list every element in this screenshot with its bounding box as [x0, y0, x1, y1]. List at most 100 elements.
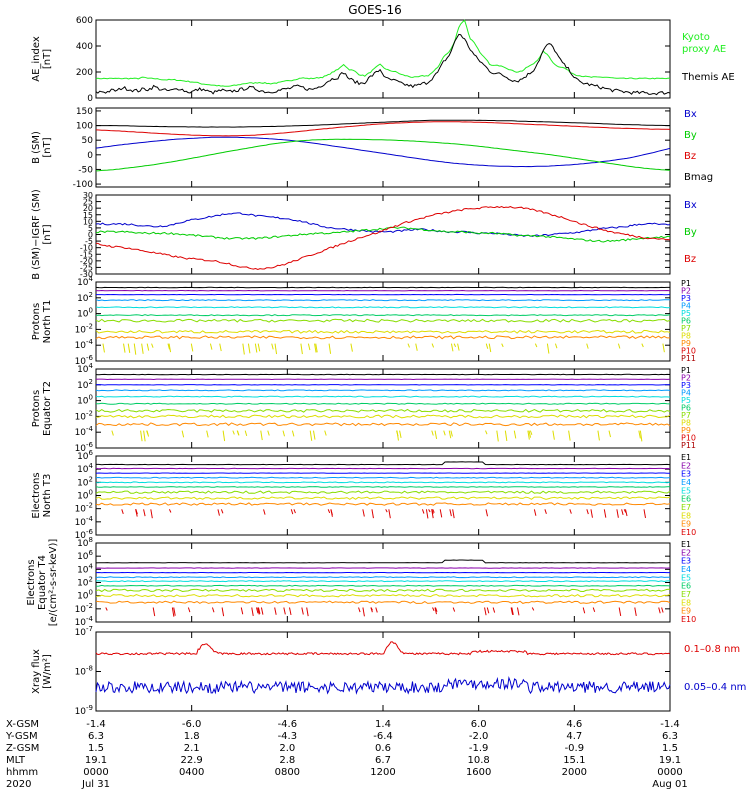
panel-5-dropout — [112, 431, 114, 436]
panel-4-ytick-label: 102 — [77, 291, 93, 304]
panel-6-dropout — [122, 509, 124, 514]
panel-5-dropout — [435, 431, 437, 439]
panel-7-dropout — [307, 608, 309, 617]
panel-4-dropout — [152, 344, 154, 348]
panel-4-frame — [96, 282, 670, 361]
panel-6-channel-6 — [96, 487, 670, 488]
panel-4-dropout — [454, 344, 456, 347]
panel-5-dropout — [245, 431, 247, 436]
panel-5-dropout — [400, 431, 402, 438]
axis-hhmm-value: 2000 — [562, 767, 587, 778]
panel-6-dropout — [591, 509, 593, 517]
panel-6-dropout — [291, 509, 293, 514]
panel-6-ytick-label: 100 — [77, 489, 93, 502]
axis-mlt-value: 19.1 — [85, 755, 107, 766]
legend-kyoto-ae: Kyoto — [682, 32, 710, 43]
axis-z-value: 0.6 — [375, 743, 391, 754]
panel-7-dropout — [453, 608, 455, 612]
panel-1-frame — [96, 20, 670, 98]
ae-series-themis — [96, 34, 670, 94]
panel-6-dropout — [453, 509, 455, 518]
panel-5-ytick-label: 10-2 — [75, 409, 93, 422]
panel-5-channel-6 — [96, 403, 670, 404]
panel-5-ylabel: Equator T2 — [42, 381, 53, 436]
bsm-series-bx — [96, 137, 670, 166]
axis-z-value: -1.9 — [469, 743, 489, 754]
panel-6-dropout — [221, 509, 223, 513]
panel-5-dropout — [313, 431, 315, 440]
legend-e10-panel-7: E10 — [681, 615, 696, 624]
panel-3-ytick-label: 30 — [83, 191, 93, 200]
axis-y-value: 4.7 — [566, 731, 582, 742]
panel-4-channel-6 — [96, 315, 670, 316]
panel-6-dropout — [264, 509, 266, 514]
panel-6-ytick-label: 102 — [77, 475, 93, 488]
axis-hhmm-value: 0000 — [83, 767, 108, 778]
panel-8-ylabel: [W/m²] — [42, 654, 53, 689]
panel-4-dropout — [243, 344, 245, 355]
panel-7-channel-1 — [96, 560, 670, 563]
panel-7-ytick-label: 104 — [77, 562, 93, 575]
axis-z-value: 1.5 — [88, 743, 104, 754]
panel-4-dropout — [147, 344, 149, 351]
panel-7-dropout — [487, 608, 489, 614]
panel-6-channel-8 — [96, 497, 670, 499]
panel-2-ytick-label: -50 — [78, 165, 93, 175]
legend-bigrf-bx: Bx — [684, 200, 697, 211]
panel-4-dropout — [502, 344, 504, 347]
axis-row-label-y-gsm: Y-GSM — [5, 731, 38, 742]
bigrf-series-bz — [96, 207, 670, 270]
panel-7-dropout — [593, 608, 595, 612]
panel-5-ytick-label: 10-4 — [75, 425, 94, 438]
axis-row-label-2020: 2020 — [6, 779, 31, 790]
panel-4-dropout — [258, 344, 260, 352]
panel-6-dropout — [328, 509, 330, 513]
panel-4-dropout — [308, 344, 310, 350]
panel-6-dropout — [644, 509, 646, 518]
panel-4-dropout — [535, 344, 537, 347]
panel-7-channel-6 — [96, 585, 670, 586]
panel-7-dropout — [222, 608, 224, 617]
axis-y-value: -4.3 — [278, 731, 298, 742]
panel-1-ylabel: AE_index — [31, 36, 42, 82]
panel-4-dropout — [248, 344, 250, 354]
panel-7-dropout — [241, 608, 243, 615]
panel-5-frame — [96, 369, 670, 448]
axis-hhmm-value: 0400 — [179, 767, 204, 778]
panel-5-dropout — [449, 431, 451, 439]
axis-z-value: -0.9 — [565, 743, 585, 754]
bsm-series-bz — [96, 122, 670, 136]
panel-7-dropout — [261, 608, 263, 615]
panel-7-dropout — [359, 608, 361, 613]
panel-7-dropout — [376, 608, 378, 613]
axis-y-value: 6.3 — [88, 731, 104, 742]
panel-3-ylabel: B (SM)−IGRF (SM) — [31, 189, 42, 280]
panel-4-dropout — [663, 344, 665, 353]
xray-series-short — [96, 678, 670, 693]
panel-2-ytick-label: 100 — [76, 122, 93, 132]
panel-6-dropout — [450, 509, 452, 516]
panel-4-channel-8 — [96, 330, 670, 333]
panel-7-dropout — [583, 608, 585, 614]
legend-bsm-bx: Bx — [684, 109, 697, 120]
axis-y-value: 6.3 — [662, 731, 678, 742]
legend-bsm-bmag: Bmag — [684, 172, 713, 183]
axis-x-value: -4.6 — [278, 719, 298, 730]
panel-6-channel-7 — [96, 491, 670, 493]
panel-4-ytick-label: 100 — [77, 307, 93, 320]
panel-5-dropout — [497, 431, 499, 442]
panel-5-ytick-label: 102 — [77, 378, 93, 391]
panel-6-channel-5 — [96, 482, 670, 483]
panel-6-ytick-label: 10-4 — [75, 515, 94, 528]
panel-4-dropout — [220, 344, 222, 351]
panel-6-ylabel: North T3 — [42, 474, 53, 518]
panel-7-dropout — [302, 608, 304, 615]
panel-5-dropout — [432, 431, 434, 436]
axis-x-value: -6.0 — [182, 719, 202, 730]
panel-5-channel-4 — [96, 390, 670, 391]
panel-4-dropout — [272, 344, 274, 350]
panel-7-dropout — [284, 608, 286, 615]
axis-row-label-hhmm: hhmm — [6, 767, 38, 778]
panel-5-dropout — [283, 431, 285, 437]
panel-6-dropout — [604, 509, 606, 517]
